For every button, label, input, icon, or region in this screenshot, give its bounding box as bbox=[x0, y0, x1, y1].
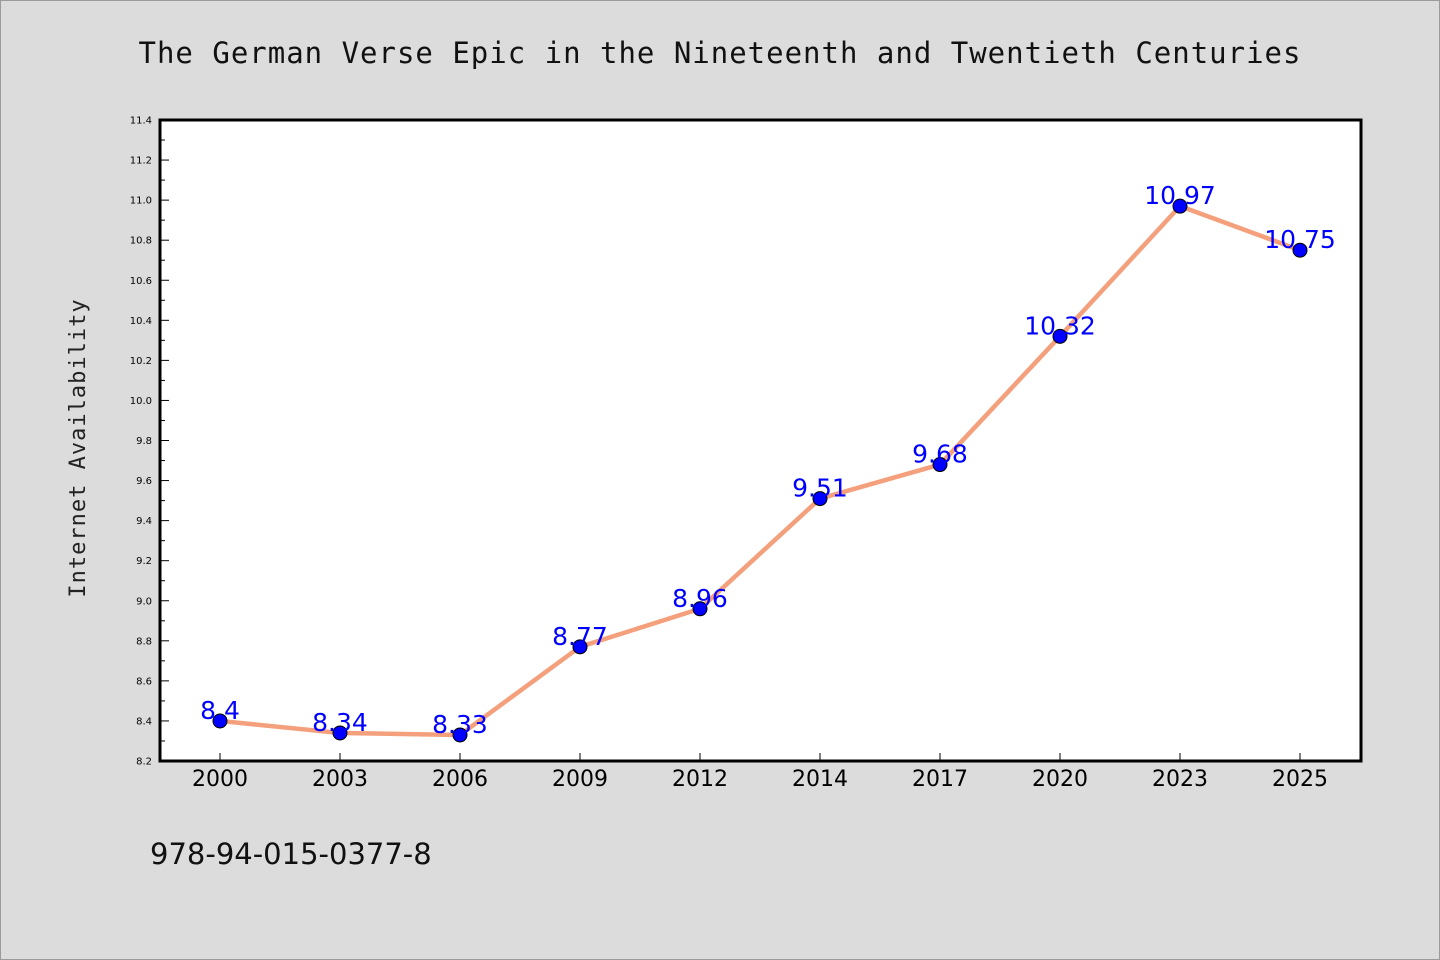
y-tick-label: 10.6 bbox=[130, 276, 152, 287]
x-tick-label: 2023 bbox=[1152, 767, 1208, 792]
y-tick-label: 9.2 bbox=[136, 556, 152, 567]
y-tick-label: 11.2 bbox=[130, 156, 152, 167]
data-point bbox=[1052, 328, 1068, 344]
x-tick-label: 2009 bbox=[552, 767, 608, 792]
data-point bbox=[1292, 242, 1308, 258]
data-label: 9.68 bbox=[912, 440, 968, 469]
data-point bbox=[692, 601, 708, 617]
data-point bbox=[1172, 198, 1188, 214]
y-tick-label: 9.6 bbox=[136, 476, 152, 487]
plot-area bbox=[158, 118, 1363, 763]
y-tick-label: 9.8 bbox=[136, 436, 152, 447]
data-label: 8.77 bbox=[552, 622, 608, 651]
y-tick-label: 8.6 bbox=[136, 676, 152, 687]
y-tick-label: 10.0 bbox=[130, 396, 152, 407]
y-tick-label: 8.2 bbox=[136, 757, 152, 768]
data-labels: 8.4 8.34 8.33 8.77 8.96 9.51 9.68 10.32 10.97 10.… bbox=[200, 181, 1336, 739]
y-tick-label: 8.4 bbox=[136, 716, 152, 727]
x-tick-label: 2020 bbox=[1032, 767, 1088, 792]
data-label: 8.4 bbox=[200, 696, 240, 725]
x-tick-label: 2000 bbox=[192, 767, 248, 792]
data-markers bbox=[212, 198, 1308, 743]
series-line-group bbox=[217, 203, 1303, 738]
chart-title: The German Verse Epic in the Nineteenth … bbox=[139, 36, 1302, 70]
data-label: 8.33 bbox=[432, 710, 488, 739]
data-label: 10.32 bbox=[1024, 311, 1096, 340]
x-tick-label: 2012 bbox=[672, 767, 728, 792]
y-axis-ticks: 8.2 8.4 8.6 8.8 9.0 9.2 9.4 9.6 9.8 10.0 10.2 10.4 1… bbox=[130, 116, 169, 768]
y-tick-label: 9.0 bbox=[136, 596, 152, 607]
y-tick-label: 9.4 bbox=[136, 516, 152, 527]
y-tick-label: 11.0 bbox=[130, 196, 152, 207]
y-tick-label: 8.8 bbox=[136, 636, 152, 647]
y-tick-label: 10.2 bbox=[130, 356, 152, 367]
data-label: 9.51 bbox=[792, 474, 848, 503]
data-point bbox=[812, 491, 828, 507]
y-tick-label: 10.4 bbox=[130, 316, 152, 327]
data-point bbox=[932, 457, 948, 473]
y-tick-label: 10.8 bbox=[130, 236, 152, 247]
x-tick-label: 2025 bbox=[1272, 767, 1328, 792]
x-tick-label: 2006 bbox=[432, 767, 488, 792]
x-tick-label: 2003 bbox=[312, 767, 368, 792]
y-axis-label: Internet Availability bbox=[66, 298, 91, 597]
y-tick-label: 11.4 bbox=[130, 116, 152, 127]
x-tick-label: 2017 bbox=[912, 767, 968, 792]
data-point bbox=[212, 713, 228, 729]
data-label: 8.96 bbox=[672, 584, 728, 613]
x-axis-ticks: 2000 2003 2006 2009 2012 2014 2017 2020 2023 2025 bbox=[192, 753, 1328, 792]
series-line bbox=[217, 203, 1303, 738]
x-tick-label: 2014 bbox=[792, 767, 848, 792]
data-label: 8.34 bbox=[312, 708, 368, 737]
isbn-text: 978-94-015-0377-8 bbox=[150, 837, 432, 871]
data-point bbox=[452, 727, 468, 743]
data-label: 10.75 bbox=[1264, 225, 1336, 254]
data-label: 10.97 bbox=[1144, 181, 1216, 210]
data-point bbox=[572, 639, 588, 655]
data-point bbox=[332, 725, 348, 741]
